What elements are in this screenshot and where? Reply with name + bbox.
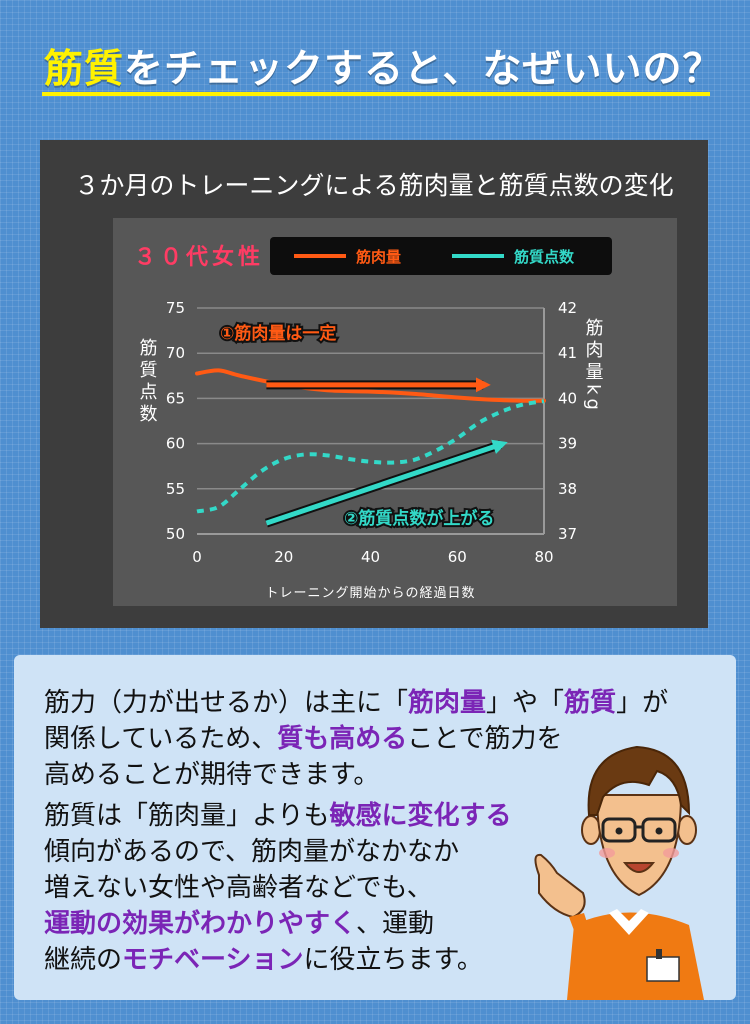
x-tick-label: 0 — [192, 548, 202, 566]
body-text: 筋質は「筋肉量」よりも — [44, 801, 330, 831]
y-tick-label-right: 39 — [558, 435, 577, 453]
text-line: 継続のモチベーションに役立ちます。 — [44, 942, 512, 978]
y-tick-label-left: 70 — [166, 344, 185, 362]
body-text: 傾向があるので、筋肉量がなかなか — [44, 837, 459, 867]
body-text: 関係しているため、 — [44, 724, 278, 754]
character-hair — [587, 745, 691, 816]
body-text: 高めることが期待できます。 — [44, 760, 380, 790]
y-axis-label-left: 筋質点数 — [137, 338, 158, 426]
title-highlight: 筋質 — [44, 47, 125, 92]
body-text: ことで筋力を — [407, 724, 563, 754]
page-title: 筋質をチェックすると、なぜいいの？ — [44, 38, 722, 94]
character-mouth — [622, 862, 656, 873]
annotation-label: ②筋質点数が上がる — [344, 508, 494, 529]
y-tick-label-left: 50 — [166, 525, 185, 543]
annotation-arrow — [265, 439, 508, 526]
highlight-text: 筋質 — [564, 688, 617, 718]
legend-label: 筋肉量 — [355, 248, 401, 266]
chart: 50 55 60 65 70 75 37 38 39 40 41 42 0 20 40 60 80 トレーニング開… — [134, 237, 612, 601]
y-tick-label-left: 55 — [166, 480, 185, 498]
annotation-label: ①筋肉量は一定 — [220, 323, 336, 344]
text-line: 筋力（力が出せるか）は主に「筋肉量」や「筋質」が — [44, 685, 668, 721]
x-tick-label: 60 — [448, 548, 467, 566]
y-tick-label-right: 42 — [558, 299, 577, 317]
body-text: 」が — [616, 688, 669, 718]
staff-character-illustration — [534, 745, 704, 1000]
y-tick-label-right: 37 — [558, 525, 577, 543]
character-face — [595, 794, 683, 897]
explanation-paragraph-2: 筋質は「筋肉量」よりも敏感に変化する 傾向があるので、筋肉量がなかなか 増えない女性… — [44, 798, 512, 978]
x-tick-label: 20 — [274, 548, 293, 566]
body-text: 」や「 — [486, 688, 565, 718]
series-line-muscle-quality — [196, 399, 545, 514]
name-badge-icon — [646, 956, 680, 982]
text-line: 増えない女性や高齢者などでも、 — [44, 870, 512, 906]
explanation-paragraph-1: 筋力（力が出せるか）は主に「筋肉量」や「筋質」が 関係しているため、質も高めること… — [44, 685, 668, 793]
y-axis-label-right: 筋肉量kg — [583, 318, 604, 414]
highlight-text: 筋肉量 — [408, 688, 487, 718]
legend-label: 筋質点数 — [513, 248, 575, 266]
legend-box — [270, 237, 612, 275]
y-tick-label-left: 60 — [166, 435, 185, 453]
highlight-text: 質も高める — [277, 724, 408, 754]
text-line: 高めることが期待できます。 — [44, 757, 668, 793]
body-text: 増えない女性や高齢者などでも、 — [44, 873, 433, 903]
highlight-text: 敏感に変化する — [329, 801, 512, 831]
text-line: 関係しているため、質も高めることで筋力を — [44, 721, 668, 757]
chart-panel: ３か月のトレーニングによる筋肉量と筋質点数の変化 50 55 60 65 70 75 37 3… — [40, 140, 708, 628]
y-tick-label-right: 41 — [558, 344, 577, 362]
title-text: をチェックすると、なぜいいの？ — [124, 47, 723, 92]
highlight-text: 運動の効果がわかりやすく — [44, 909, 357, 939]
text-line: 運動の効果がわかりやすく、運動 — [44, 906, 512, 942]
highlight-text: モチベーション — [122, 945, 304, 975]
y-tick-label-left: 65 — [166, 389, 185, 407]
body-text: 筋力（力が出せるか）は主に「 — [44, 688, 409, 718]
character-hand — [534, 853, 586, 919]
body-text: 継続の — [44, 945, 123, 975]
explanation-panel: 筋力（力が出せるか）は主に「筋肉量」や「筋質」が 関係しているため、質も高めること… — [14, 655, 736, 1000]
text-line: 傾向があるので、筋肉量がなかなか — [44, 834, 512, 870]
y-tick-label-right: 40 — [558, 389, 577, 407]
x-tick-label: 80 — [534, 548, 553, 566]
y-tick-label-right: 38 — [558, 480, 577, 498]
body-text: 、運動 — [356, 909, 435, 939]
body-text: に役立ちます。 — [303, 945, 483, 975]
chart-tag: ３０代女性 — [134, 244, 264, 270]
chart-title: ３か月のトレーニングによる筋肉量と筋質点数の変化 — [74, 171, 674, 200]
chart-area-background — [113, 218, 677, 606]
y-tick-label-left: 75 — [166, 299, 185, 317]
x-tick-label: 40 — [361, 548, 380, 566]
character-collar — [609, 909, 649, 935]
x-axis-label: トレーニング開始からの経過日数 — [265, 586, 475, 601]
title-underline — [42, 92, 710, 96]
glasses-icon — [601, 817, 637, 843]
text-line: 筋質は「筋肉量」よりも敏感に変化する — [44, 798, 512, 834]
series-line-muscle-mass — [195, 368, 546, 403]
